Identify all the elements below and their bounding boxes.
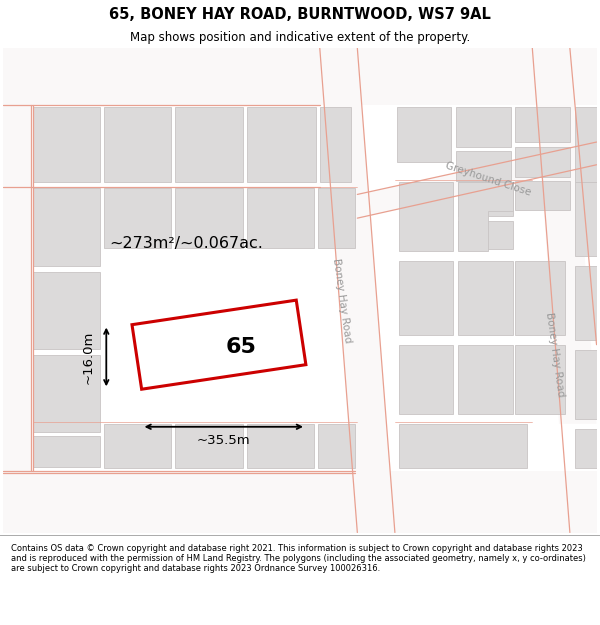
Text: Boney Hay Road: Boney Hay Road — [544, 312, 566, 398]
Bar — [458, 344, 512, 414]
Bar — [515, 107, 570, 142]
Bar — [575, 429, 596, 468]
Bar — [33, 436, 100, 468]
Bar — [33, 354, 100, 432]
Bar — [104, 189, 172, 248]
Text: Contains OS data © Crown copyright and database right 2021. This information is : Contains OS data © Crown copyright and d… — [11, 544, 586, 573]
Bar — [399, 344, 453, 414]
Bar — [247, 107, 316, 182]
Bar — [247, 189, 314, 248]
Bar — [458, 261, 512, 335]
Bar — [175, 189, 242, 248]
Text: Map shows position and indicative extent of the property.: Map shows position and indicative extent… — [130, 31, 470, 44]
Bar — [104, 107, 172, 182]
Bar — [33, 271, 100, 349]
Bar — [456, 151, 511, 181]
Text: Boney Hay Road: Boney Hay Road — [331, 258, 352, 343]
Bar — [399, 261, 453, 335]
Bar — [175, 424, 242, 468]
Bar — [399, 182, 453, 251]
Bar — [458, 221, 512, 249]
Text: ~16.0m: ~16.0m — [82, 330, 95, 384]
Text: 65: 65 — [225, 337, 256, 357]
Bar — [515, 344, 565, 414]
Bar — [4, 471, 596, 532]
Text: Greyhound Close: Greyhound Close — [444, 160, 532, 198]
Bar — [515, 147, 570, 177]
Bar — [458, 182, 512, 216]
Bar — [33, 107, 100, 182]
Bar — [247, 424, 314, 468]
Polygon shape — [458, 182, 512, 251]
Bar — [456, 107, 511, 147]
Bar — [575, 266, 596, 340]
Bar — [320, 107, 352, 182]
Bar — [318, 424, 355, 468]
Bar — [575, 107, 596, 182]
Bar — [397, 107, 451, 162]
Bar — [4, 102, 31, 478]
Bar — [4, 48, 596, 106]
Bar — [318, 189, 355, 248]
Polygon shape — [320, 48, 395, 532]
Bar — [515, 261, 565, 335]
Text: 65, BONEY HAY ROAD, BURNTWOOD, WS7 9AL: 65, BONEY HAY ROAD, BURNTWOOD, WS7 9AL — [109, 7, 491, 22]
Bar — [33, 189, 100, 266]
Polygon shape — [358, 142, 596, 218]
Bar — [575, 182, 596, 256]
Text: ~35.5m: ~35.5m — [197, 434, 251, 447]
Text: ~273m²/~0.067ac.: ~273m²/~0.067ac. — [109, 236, 263, 251]
Bar — [575, 349, 596, 419]
Polygon shape — [532, 48, 596, 424]
Bar — [175, 107, 242, 182]
Bar — [515, 181, 570, 210]
Bar — [399, 424, 527, 468]
Bar — [104, 424, 172, 468]
